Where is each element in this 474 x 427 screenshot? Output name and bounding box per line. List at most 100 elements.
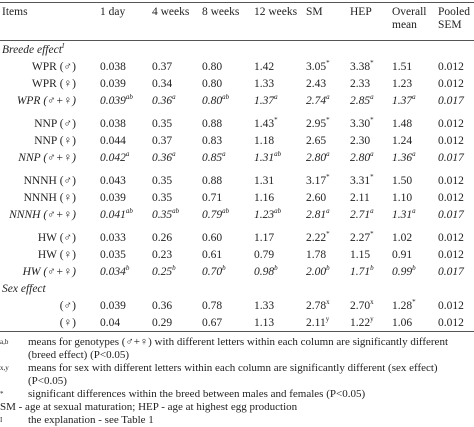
cell: 1.33 [254,77,275,90]
cell-value: 0.35 [152,208,173,221]
cell-sup: * [370,172,374,181]
cell-sup: x [370,297,374,306]
cell: 1.31 [254,174,275,187]
section-row: Sex effect [0,280,474,297]
cell-sup: a [412,92,416,101]
cell: 0.85a [200,149,252,166]
cell-sup: ab [222,206,230,215]
cell: 0.039 [100,299,126,312]
row-label: WPR (♂) [31,60,76,73]
cell-value: 0.36 [152,151,173,164]
cell-value: 0.85 [202,151,223,164]
cell: 2.43 [306,77,327,90]
section-title: Sex effect [0,280,474,297]
cell-sup: a [172,149,176,158]
cell-value: 2.74 [306,94,327,107]
cell: 0.25b [150,263,200,280]
cell: 0.012 [438,174,464,187]
cell-value: 1.23 [254,208,275,221]
cell: 1.10 [392,191,413,204]
cell: 2.95* [304,115,348,132]
cell-value: 2.78 [306,299,327,312]
table-row: NNNH (♂) 0.043 0.35 0.88 1.31 3.17* 3.31* 1.50 0… [0,172,474,189]
section-title-text: Sex effect [2,282,46,295]
row-label: NNNH (♂+♀) [9,208,76,221]
cell: 0.80 [202,77,223,90]
cell-value: 3.30 [350,117,371,130]
footnote: SM - age at sexual maturation; HEP - age… [0,401,474,414]
cell: 0.043 [100,174,126,187]
cell: 0.012 [438,117,464,130]
cell: 0.012 [438,60,464,73]
table-body: Breede effectI WPR (♂) 0.038 0.37 0.80 1.42 3.… [0,41,474,332]
cell-sup: * [326,115,330,124]
cell-value: 0.70 [202,265,223,278]
footnote-text: means for genotypes (♂+♀) with different… [28,336,448,361]
cell: 0.99b [390,263,436,280]
cell-value: 3.31 [350,174,371,187]
cell-value: 0.034 [100,265,126,278]
cell: 0.012 [438,248,464,261]
cell: 0.34 [152,77,173,90]
cell: 1.71b [348,263,390,280]
cell: 0.91 [392,248,413,261]
cell: 2.71a [348,206,390,223]
cell: 0.36a [150,92,200,109]
cell: 1.43* [252,115,304,132]
cell: 2.11 [350,191,370,204]
footnote-text: means for sex with different letters wit… [28,362,438,387]
cell: 0.67 [200,314,252,332]
cell-sup: a [125,149,130,158]
cell: 2.85a [348,92,390,109]
data-table: Items 1 day 4 weeks 8 weeks 12 weeks SM HEP Ove… [0,2,474,332]
cell-sup: a [274,92,278,101]
cell: 1.42 [254,60,275,73]
cell-sup: * [326,172,330,181]
cell: 2.70x [348,297,390,314]
cell: 0.80 [202,60,223,73]
row-label: NNNH (♂) [23,174,76,187]
cell: 0.26 [152,231,173,244]
cell-value: 1.37 [392,94,413,107]
section-title-sup: I [61,41,65,50]
cell-value: 0.98 [254,265,275,278]
cell-value: 1.31 [392,208,413,221]
table-row: HW (♀) 0.035 0.23 0.61 0.79 1.78 1.15 0.91 0.012 [0,246,474,263]
cell-value: 1.22 [350,316,371,329]
table-row: (♂) 0.039 0.36 0.78 1.33 2.78x 2.70x 1.28* 0.012 [0,297,474,314]
cell-value: 3.05 [306,60,327,73]
footnote-mark: I [0,416,3,424]
cell: 3.38* [348,58,390,75]
cell: 1.31a [390,206,436,223]
cell-value: 2.70 [350,299,371,312]
cell-sup: b [370,263,374,272]
cell: 0.044 [100,134,126,147]
cell-sup: a [172,92,176,101]
row-label: WPR (♂+♀) [16,94,76,107]
cell-value: 2.27 [350,231,371,244]
row-label: NNNH (♀) [23,191,76,204]
cell-sup: x [326,297,330,306]
cell: 0.041ab [98,206,150,223]
cell: 0.017 [438,208,464,221]
cell: 0.78 [202,299,223,312]
column-header: 4 weeks [150,2,200,41]
cell: 1.06 [390,314,436,332]
cell-sup: * [326,58,330,67]
footnote-mark: * [0,390,4,398]
table-row: NNNH (♀) 0.039 0.35 0.71 1.16 2.60 2.11 1.10 0.0… [0,189,474,206]
table-row: WPR (♀) 0.039 0.34 0.80 1.33 2.43 2.33 1.23 0.01… [0,75,474,92]
cell: 1.23 [392,77,413,90]
cell-sup: a [222,149,226,158]
cell-value: 1.37 [254,94,275,107]
cell: 0.038 [100,117,126,130]
cell-value: 2.81 [306,208,327,221]
cell: 0.29 [150,314,200,332]
cell: 1.31ab [252,149,304,166]
cell: 1.18 [254,134,275,147]
cell: 0.37 [152,134,173,147]
cell-value: 2.80 [350,151,371,164]
cell-sup: a [326,206,330,215]
